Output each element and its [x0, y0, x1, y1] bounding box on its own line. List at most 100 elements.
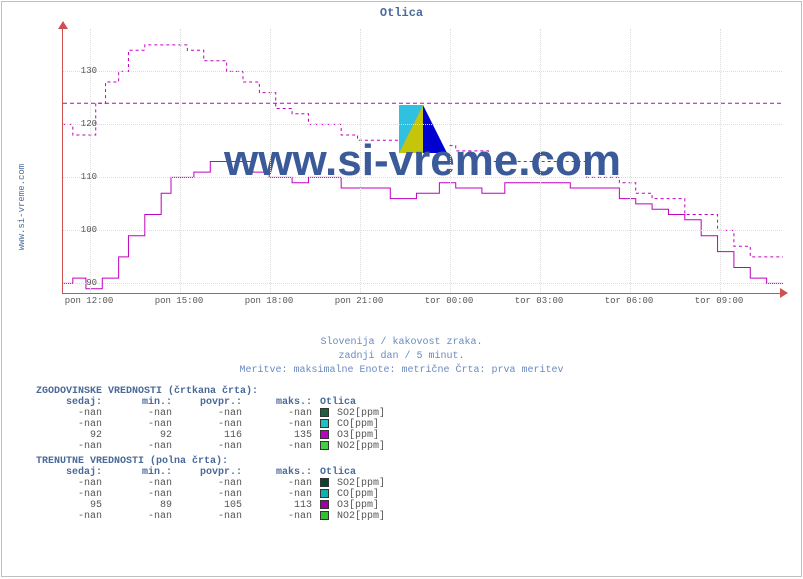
- source-label: www.si-vreme.com: [17, 157, 27, 257]
- cell-label: SO2[ppm]: [316, 478, 436, 489]
- col-header: povpr.:: [176, 397, 246, 408]
- cell-min: -nan: [106, 408, 176, 419]
- cell-avg: 105: [176, 500, 246, 511]
- series-label: SO2[ppm]: [331, 408, 385, 419]
- series-label: SO2[ppm]: [331, 478, 385, 489]
- cell-label: SO2[ppm]: [316, 408, 436, 419]
- table-row: -nan-nan-nan-nan CO[ppm]: [36, 419, 436, 430]
- cell-max: -nan: [246, 489, 316, 500]
- col-header: Otlica: [316, 467, 436, 478]
- series-label: CO[ppm]: [331, 489, 379, 500]
- xtick-label: tor 09:00: [689, 296, 749, 306]
- cell-avg: -nan: [176, 511, 246, 522]
- series-swatch: [320, 478, 329, 487]
- cell-min: -nan: [106, 419, 176, 430]
- chart-container: www.si-vreme.com Otlica www.si-vreme.com: [1, 1, 802, 577]
- cell-now: -nan: [36, 478, 106, 489]
- series-label: CO[ppm]: [331, 419, 379, 430]
- col-header: min.:: [106, 397, 176, 408]
- cell-avg: 116: [176, 430, 246, 441]
- series-swatch: [320, 500, 329, 509]
- hist-table: sedaj:min.:povpr.:maks.:Otlica -nan-nan-…: [36, 397, 436, 453]
- ytick-label: 100: [67, 225, 97, 235]
- series-svg: [63, 29, 783, 294]
- xtick-label: tor 00:00: [419, 296, 479, 306]
- cell-label: CO[ppm]: [316, 489, 436, 500]
- chart-title: Otlica: [2, 2, 801, 20]
- series-label: NO2[ppm]: [331, 442, 385, 453]
- cell-label: NO2[ppm]: [316, 441, 436, 452]
- series-swatch: [320, 419, 329, 428]
- xtick-label: tor 03:00: [509, 296, 569, 306]
- series-label: NO2[ppm]: [331, 511, 385, 522]
- table-row: 9292116135 O3[ppm]: [36, 430, 436, 441]
- table-row: 9589105113 O3[ppm]: [36, 500, 436, 511]
- series-swatch: [320, 441, 329, 450]
- cell-now: -nan: [36, 419, 106, 430]
- cell-label: O3[ppm]: [316, 500, 436, 511]
- table-row: -nan-nan-nan-nan NO2[ppm]: [36, 511, 436, 522]
- cell-label: CO[ppm]: [316, 419, 436, 430]
- curr-table: sedaj:min.:povpr.:maks.:Otlica -nan-nan-…: [36, 467, 436, 523]
- cell-now: -nan: [36, 441, 106, 452]
- cell-min: 92: [106, 430, 176, 441]
- cell-now: -nan: [36, 511, 106, 522]
- watermark-logo: [399, 105, 447, 153]
- caption-block: Slovenija / kakovost zraka. zadnji dan /…: [2, 336, 801, 378]
- series-solid: [63, 162, 783, 289]
- col-header: maks.:: [246, 397, 316, 408]
- cell-avg: -nan: [176, 408, 246, 419]
- cell-max: -nan: [246, 419, 316, 430]
- hist-title: ZGODOVINSKE VREDNOSTI (črtkana črta):: [36, 386, 801, 397]
- ytick-label: 90: [67, 278, 97, 288]
- col-header: maks.:: [246, 467, 316, 478]
- col-header: min.:: [106, 467, 176, 478]
- table-row: -nan-nan-nan-nan NO2[ppm]: [36, 441, 436, 452]
- cell-min: -nan: [106, 478, 176, 489]
- cell-min: 89: [106, 500, 176, 511]
- cell-avg: -nan: [176, 489, 246, 500]
- series-swatch: [320, 430, 329, 439]
- caption-line2: zadnji dan / 5 minut.: [2, 350, 801, 364]
- cell-max: 135: [246, 430, 316, 441]
- col-header: sedaj:: [36, 397, 106, 408]
- series-swatch: [320, 511, 329, 520]
- xtick-label: pon 12:00: [59, 296, 119, 306]
- xtick-label: pon 21:00: [329, 296, 389, 306]
- cell-label: O3[ppm]: [316, 430, 436, 441]
- ytick-label: 110: [67, 172, 97, 182]
- caption-line3: Meritve: maksimalne Enote: metrične Črta…: [2, 364, 801, 378]
- plot-region: www.si-vreme.com: [62, 29, 782, 294]
- cell-max: -nan: [246, 478, 316, 489]
- cell-max: -nan: [246, 511, 316, 522]
- cell-min: -nan: [106, 489, 176, 500]
- series-swatch: [320, 408, 329, 417]
- ytick-label: 120: [67, 119, 97, 129]
- cell-max: 113: [246, 500, 316, 511]
- cell-avg: -nan: [176, 441, 246, 452]
- table-row: -nan-nan-nan-nan SO2[ppm]: [36, 478, 436, 489]
- cell-max: -nan: [246, 441, 316, 452]
- cell-max: -nan: [246, 408, 316, 419]
- cell-min: -nan: [106, 441, 176, 452]
- col-header: Otlica: [316, 397, 436, 408]
- data-tables: ZGODOVINSKE VREDNOSTI (črtkana črta): se…: [36, 386, 801, 522]
- caption-line1: Slovenija / kakovost zraka.: [2, 336, 801, 350]
- cell-now: 95: [36, 500, 106, 511]
- curr-title: TRENUTNE VREDNOSTI (polna črta):: [36, 456, 801, 467]
- xtick-label: pon 18:00: [239, 296, 299, 306]
- cell-avg: -nan: [176, 419, 246, 430]
- cell-now: -nan: [36, 408, 106, 419]
- table-row: -nan-nan-nan-nan SO2[ppm]: [36, 408, 436, 419]
- series-label: O3[ppm]: [331, 430, 379, 441]
- table-row: -nan-nan-nan-nan CO[ppm]: [36, 489, 436, 500]
- cell-min: -nan: [106, 511, 176, 522]
- ytick-label: 130: [67, 66, 97, 76]
- cell-label: NO2[ppm]: [316, 511, 436, 522]
- xtick-label: tor 06:00: [599, 296, 659, 306]
- series-label: O3[ppm]: [331, 500, 379, 511]
- cell-now: 92: [36, 430, 106, 441]
- col-header: povpr.:: [176, 467, 246, 478]
- cell-now: -nan: [36, 489, 106, 500]
- xtick-label: pon 15:00: [149, 296, 209, 306]
